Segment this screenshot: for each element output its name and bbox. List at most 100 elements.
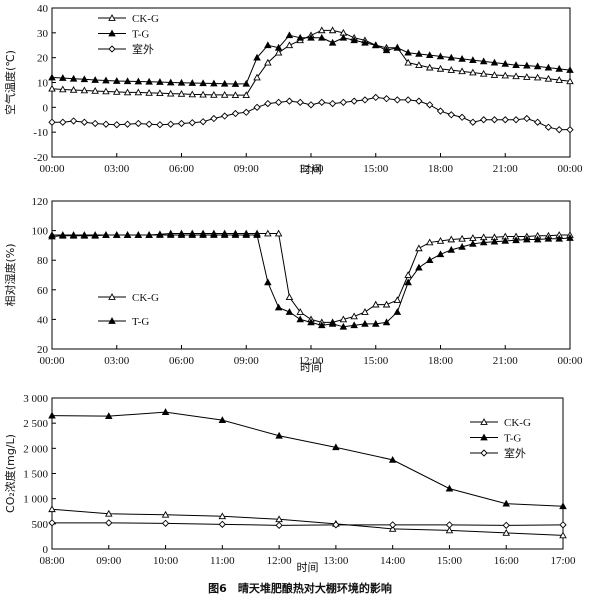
- x-tick-label: 09:00: [96, 555, 122, 567]
- data-point: [371, 300, 380, 308]
- x-tick-label: 17:00: [550, 555, 576, 567]
- data-point: [445, 521, 454, 529]
- legend-marker: [108, 14, 116, 21]
- data-point: [134, 119, 142, 128]
- x-axis-label: 时间: [300, 163, 322, 176]
- legend-marker: [108, 317, 116, 324]
- legend-marker: [480, 418, 488, 425]
- x-tick-label: 15:00: [363, 163, 389, 175]
- data-point: [220, 231, 229, 238]
- data-point: [555, 234, 563, 242]
- data-point: [102, 231, 110, 238]
- data-point: [134, 77, 143, 85]
- data-point: [501, 237, 510, 244]
- data-point: [436, 107, 445, 115]
- data-point: [350, 312, 358, 320]
- data-point: [566, 234, 574, 241]
- data-point: [231, 91, 240, 99]
- data-point: [177, 89, 186, 97]
- data-point: [264, 229, 272, 237]
- data-point: [59, 231, 67, 239]
- data-point: [91, 76, 99, 83]
- series-line: [51, 234, 571, 328]
- data-point: [307, 101, 315, 109]
- data-point: [458, 54, 466, 62]
- data-point: [566, 77, 574, 85]
- series-T-G: [48, 31, 574, 87]
- x-tick-label: 13:00: [323, 555, 349, 567]
- data-point: [447, 66, 456, 73]
- x-tick-label: 15:00: [363, 355, 389, 367]
- data-point: [523, 235, 531, 243]
- data-point: [479, 57, 488, 65]
- data-point: [415, 97, 423, 105]
- x-tick-label: 00:00: [39, 355, 65, 367]
- data-point: [59, 118, 67, 126]
- data-point: [69, 86, 78, 93]
- plot-frame: [51, 397, 564, 550]
- data-point: [425, 51, 434, 59]
- data-point: [199, 231, 207, 238]
- legend-label: CK-G: [504, 417, 531, 429]
- data-point: [523, 114, 531, 123]
- data-point: [555, 76, 563, 83]
- data-point: [231, 109, 240, 118]
- data-point: [80, 86, 89, 94]
- data-point: [361, 96, 369, 104]
- data-point: [112, 88, 121, 95]
- data-point: [285, 308, 294, 315]
- data-point: [231, 231, 240, 238]
- data-point: [350, 97, 358, 105]
- legend-label: 室外: [504, 446, 526, 460]
- series-T-G: [48, 408, 567, 510]
- data-point: [372, 93, 380, 102]
- data-point: [393, 308, 402, 315]
- y-tick-label: 40: [37, 314, 49, 326]
- data-point: [274, 43, 283, 51]
- data-point: [218, 416, 227, 423]
- data-point: [393, 96, 401, 104]
- data-point: [544, 74, 553, 82]
- data-point: [264, 58, 272, 66]
- x-tick-label: 09:00: [234, 355, 260, 367]
- data-point: [502, 499, 510, 507]
- data-point: [105, 412, 113, 419]
- x-tick-label: 12:00: [298, 355, 324, 367]
- data-point: [501, 71, 510, 79]
- data-point: [501, 116, 509, 124]
- data-point: [388, 524, 397, 532]
- legend-label: 室外: [132, 42, 154, 56]
- data-point: [469, 239, 477, 247]
- data-point: [112, 231, 121, 238]
- data-point: [458, 234, 466, 242]
- series-CK-G: [48, 505, 567, 539]
- data-point: [361, 308, 369, 315]
- data-point: [404, 58, 412, 66]
- y-tick-label: 1 500: [23, 469, 48, 481]
- chart-3: 0 500 1 000 1 500 2 000 2 500 3 000 08:00 09:00 1…: [3, 393, 576, 574]
- series-line: [51, 508, 564, 536]
- data-point: [275, 515, 283, 523]
- data-point: [218, 520, 226, 528]
- x-tick-label: 21:00: [493, 355, 519, 367]
- data-point: [48, 505, 56, 513]
- data-point: [48, 73, 56, 81]
- data-point: [59, 85, 67, 93]
- data-point: [533, 62, 542, 70]
- data-point: [559, 531, 567, 539]
- data-point: [102, 120, 110, 128]
- x-tick-label: 06:00: [169, 355, 195, 367]
- data-point: [112, 77, 121, 84]
- data-point: [490, 237, 499, 245]
- data-point: [102, 76, 110, 84]
- data-point: [339, 98, 348, 107]
- data-point: [469, 56, 477, 63]
- data-point: [296, 315, 304, 323]
- x-tick-label: 06:00: [169, 163, 195, 175]
- data-point: [48, 84, 56, 92]
- data-point: [382, 46, 391, 54]
- data-point: [415, 244, 423, 252]
- data-point: [161, 510, 170, 518]
- data-point: [318, 98, 326, 107]
- data-point: [512, 236, 520, 244]
